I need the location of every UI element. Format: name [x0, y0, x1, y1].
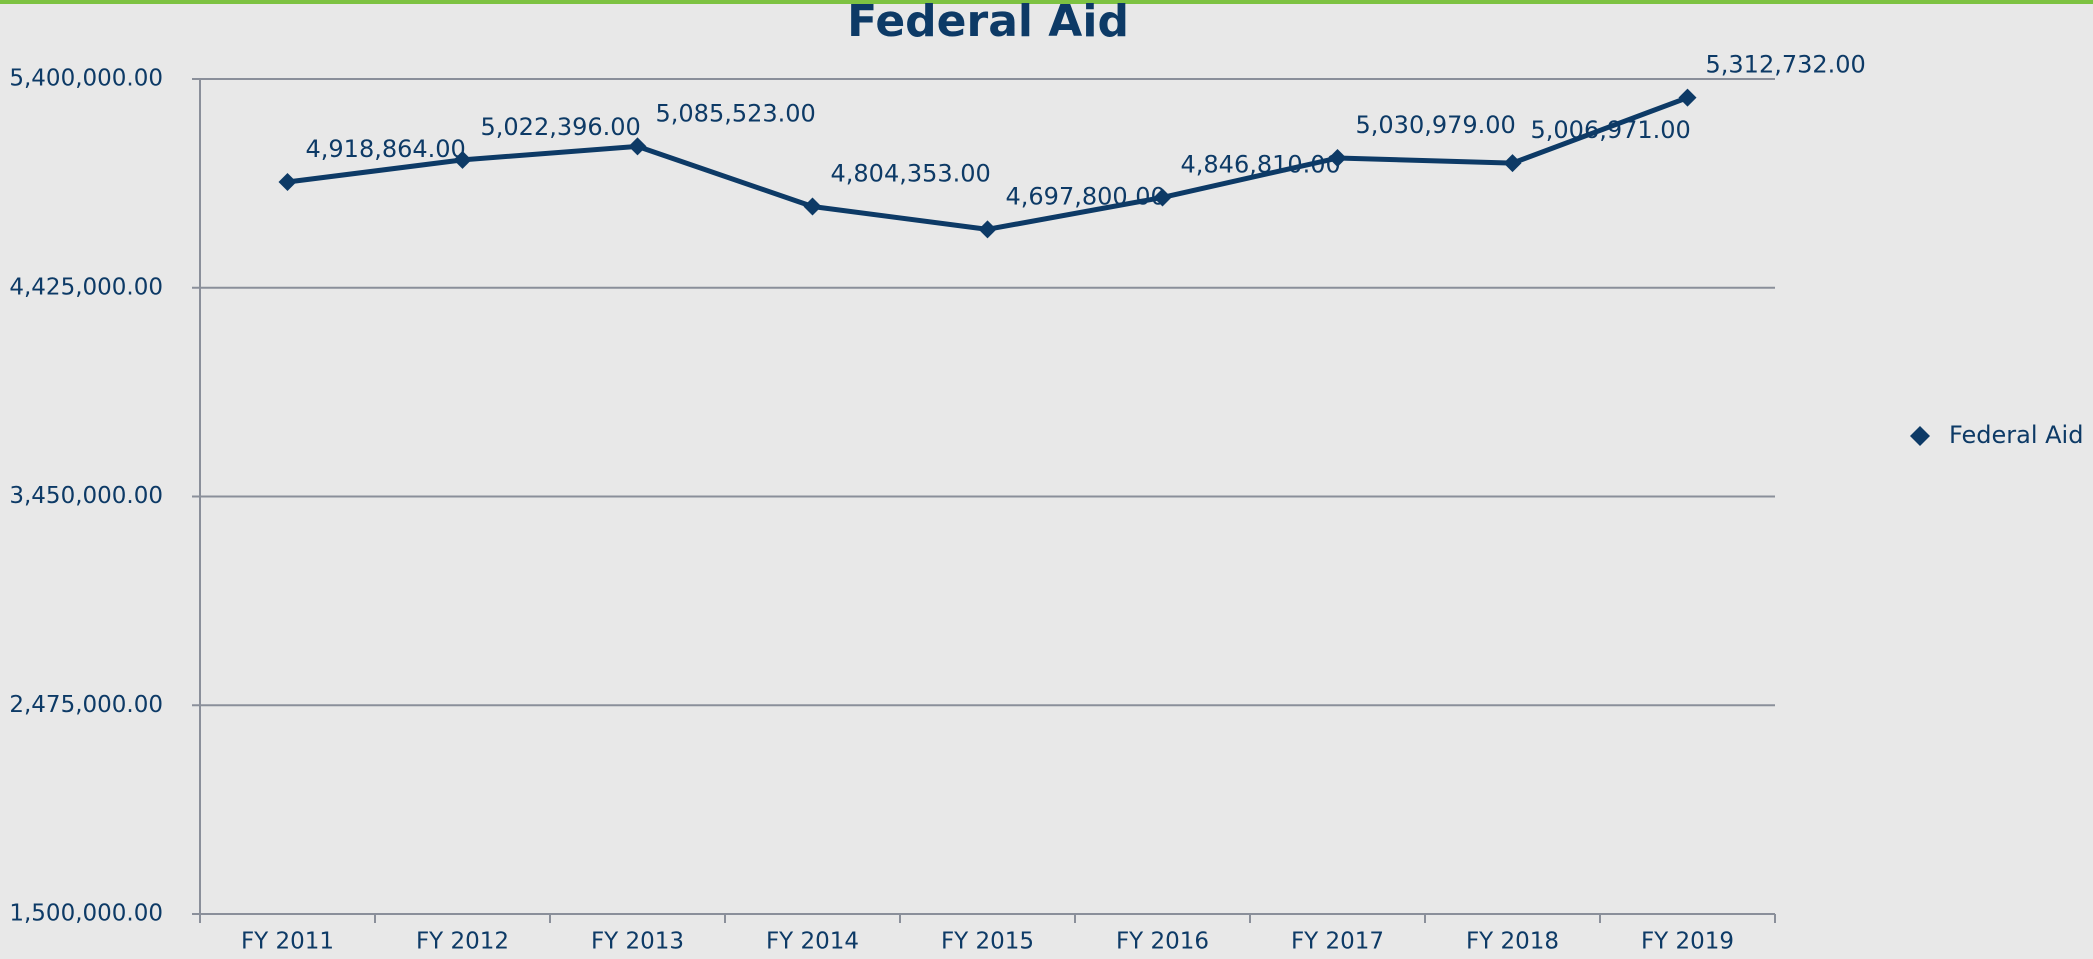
data-label: 4,804,353.00: [831, 160, 991, 188]
x-tick-label: FY 2013: [591, 929, 684, 955]
legend-label: Federal Aid: [1949, 421, 2083, 449]
data-label: 4,846,810.00: [1181, 150, 1341, 178]
marker: [453, 150, 472, 169]
data-label: 5,022,396.00: [481, 113, 641, 141]
y-tick-label: 1,500,000.00: [9, 901, 163, 927]
x-tick-label: FY 2015: [941, 929, 1034, 955]
marker: [1153, 188, 1172, 207]
data-label: 5,085,523.00: [656, 99, 816, 127]
marker: [278, 173, 297, 192]
marker: [1678, 88, 1697, 107]
x-tick-label: FY 2014: [766, 929, 859, 955]
x-tick-label: FY 2019: [1641, 929, 1734, 955]
x-tick-label: FY 2011: [241, 929, 334, 955]
x-tick-label: FY 2012: [416, 929, 509, 955]
y-tick-label: 4,425,000.00: [9, 274, 163, 300]
marker: [978, 220, 997, 239]
data-label: 5,030,979.00: [1356, 111, 1516, 139]
marker: [803, 197, 822, 216]
x-tick-label: FY 2016: [1116, 929, 1209, 955]
data-label: 5,006,971.00: [1531, 116, 1691, 144]
marker: [1328, 149, 1347, 168]
y-tick-label: 5,400,000.00: [9, 66, 163, 92]
marker: [1503, 154, 1522, 173]
marker: [628, 137, 647, 156]
data-label: 4,918,864.00: [306, 135, 466, 163]
data-label: 4,697,800.00: [1006, 182, 1166, 210]
chart-title: Federal Aid: [847, 0, 1129, 47]
y-tick-label: 3,450,000.00: [9, 483, 163, 509]
y-tick-label: 2,475,000.00: [9, 692, 163, 718]
legend-marker: [1910, 426, 1930, 446]
x-tick-label: FY 2017: [1291, 929, 1384, 955]
data-label: 5,312,732.00: [1706, 51, 1866, 79]
top-border: [0, 0, 2093, 4]
x-tick-label: FY 2018: [1466, 929, 1559, 955]
